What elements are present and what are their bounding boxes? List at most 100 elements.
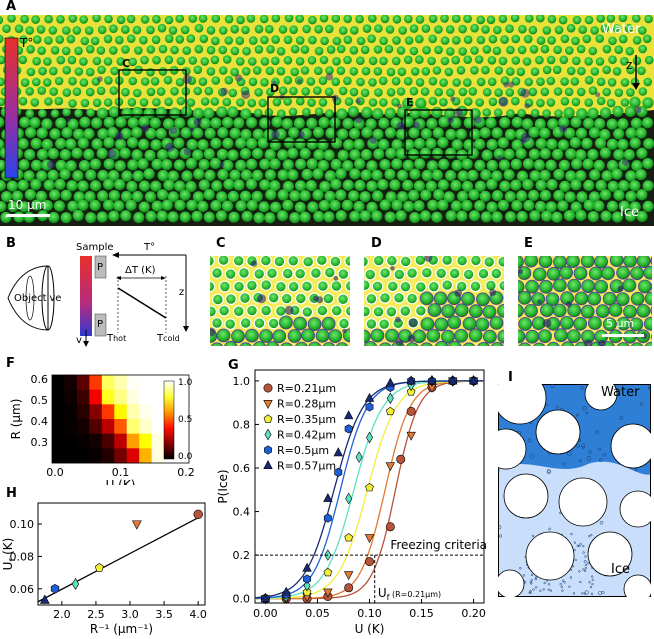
panel-b-schematic (7, 252, 189, 347)
small-particle (529, 453, 535, 459)
data-point (193, 509, 203, 520)
data-point (94, 563, 104, 572)
heatmap-cell (101, 389, 115, 405)
xtick-label: 0.05 (305, 607, 330, 620)
heatmap-cell (52, 375, 65, 390)
heatmap-cell (151, 375, 165, 390)
legend-label: R=0.35µm (277, 413, 336, 426)
heatmap-cell (64, 433, 78, 449)
legend-label: R=0.21µm (277, 382, 336, 395)
small-particle (530, 579, 533, 582)
heatmap-cell (52, 433, 65, 449)
heatmap-ytick: 0.6 (31, 373, 49, 386)
heatmap-cell (139, 375, 152, 390)
xtick-label: 3.0 (121, 608, 139, 621)
xtick-label: 0.15 (409, 607, 434, 620)
legend-label: R=0.57µm (277, 460, 336, 473)
small-particle (582, 405, 587, 411)
data-point (343, 410, 354, 420)
ytick-label: 0.08 (10, 550, 35, 563)
data-point (427, 375, 437, 385)
small-particle (559, 582, 562, 586)
legend-label: R=0.28µm (277, 398, 336, 411)
xtick-label: 0.00 (253, 607, 278, 620)
xtick-label: 4.0 (189, 608, 207, 621)
small-particle (535, 586, 538, 589)
freezing-criteria-label: Freezing criteria (390, 538, 487, 552)
small-particle (575, 413, 579, 417)
data-point (406, 406, 416, 416)
heatmap-cell (76, 419, 90, 434)
heatmap-ytick: 0.5 (31, 394, 49, 407)
panel-b-objective-label: Objective (14, 293, 62, 304)
panel-b-delta-t: ΔT (K) (125, 265, 156, 276)
panel-f-label: F (6, 356, 15, 371)
heatmap-cell (89, 433, 103, 449)
data-point (344, 424, 353, 434)
heatmap-cell (176, 419, 190, 434)
small-particle (588, 581, 591, 584)
small-particle (542, 588, 545, 591)
small-particle (581, 443, 585, 448)
fit-curve (255, 380, 484, 600)
large-particle (498, 569, 525, 597)
small-particle (582, 551, 585, 554)
data-point (355, 451, 363, 463)
small-particle (579, 580, 582, 584)
uf-label: Uf (R=0.21µm) (378, 586, 441, 602)
heatmap-cell (126, 448, 140, 464)
small-particle (530, 582, 533, 585)
small-particle (583, 592, 586, 595)
heatmap-cell (126, 404, 140, 420)
panel-a-ice-label: Ice (620, 205, 639, 220)
panel-c-label: C (216, 236, 226, 251)
small-particle (639, 402, 644, 406)
small-particle (529, 581, 532, 584)
small-particle (527, 438, 532, 443)
small-particle (524, 581, 527, 584)
colorbar-tick: 1.0 (178, 378, 193, 388)
small-particle (498, 468, 500, 472)
heatmap-cell (114, 404, 128, 420)
heatmap-cell (126, 419, 140, 434)
heatmap-cell (101, 433, 115, 449)
data-point (406, 431, 416, 441)
small-particle (591, 583, 594, 586)
y-axis-label: P(Ice) (216, 469, 230, 503)
z-arrow-head (632, 83, 640, 90)
small-particle (566, 451, 572, 457)
heatmap-cell (114, 375, 128, 390)
heatmap-cell (176, 404, 190, 420)
heatmap-cell (139, 419, 152, 434)
data-point (39, 594, 50, 604)
heatmap-cell (151, 389, 165, 405)
chart-frame (37, 502, 206, 606)
small-particle (539, 589, 542, 592)
small-particle (584, 566, 587, 570)
heatmap-ytick: 0.3 (31, 436, 49, 449)
small-particle (602, 452, 607, 457)
small-particle (547, 583, 551, 586)
data-point (385, 406, 395, 416)
panel-a-z-label: z (626, 58, 633, 72)
small-particle (548, 527, 551, 531)
small-particle (584, 563, 588, 567)
small-particle (579, 459, 582, 463)
small-particle (601, 590, 605, 595)
panel-e-label: E (524, 236, 533, 251)
heatmap-cell (126, 375, 140, 390)
heatmap-cell (64, 448, 78, 464)
small-particle (584, 555, 587, 558)
heatmap-cell (76, 404, 90, 420)
panel-b-z-label: z (179, 287, 185, 298)
small-particle (562, 579, 565, 582)
small-particle (586, 456, 592, 461)
heatmap-cell (64, 375, 78, 390)
panel-i-ice-label: Ice (611, 562, 630, 577)
heatmap-cell (76, 389, 90, 405)
panel-c-zoom (210, 256, 350, 346)
xtick-label: 0.10 (357, 607, 382, 620)
small-particle (531, 534, 535, 538)
legend-label: R=0.5µm (277, 444, 329, 457)
data-point (344, 583, 354, 593)
